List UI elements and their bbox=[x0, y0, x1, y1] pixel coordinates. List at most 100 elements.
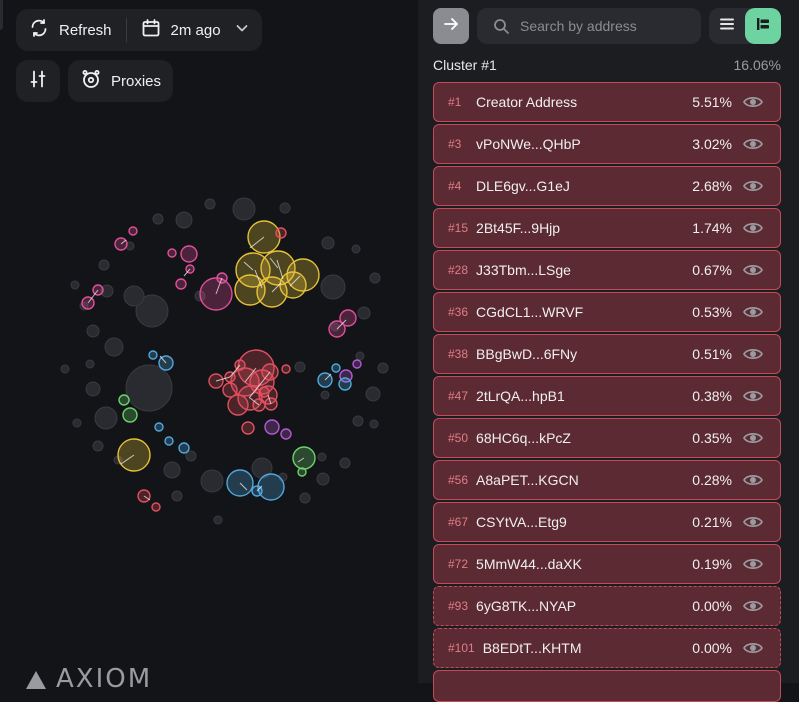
eye-icon[interactable] bbox=[742, 343, 764, 365]
cluster-bubble[interactable] bbox=[167, 248, 177, 258]
cluster-bubble[interactable] bbox=[164, 436, 174, 446]
holder-bubble[interactable] bbox=[369, 272, 381, 284]
refresh-button[interactable]: Refresh bbox=[16, 9, 126, 51]
holder-bubble[interactable] bbox=[185, 450, 197, 462]
holder-bubble[interactable] bbox=[92, 440, 104, 452]
cluster-bubble[interactable] bbox=[297, 467, 307, 477]
holder-bubble[interactable] bbox=[204, 198, 216, 210]
cluster-bubble[interactable] bbox=[151, 502, 161, 512]
holder-row[interactable]: #56 A8aPET...KGCN 0.28% bbox=[433, 460, 781, 500]
holder-bubble[interactable] bbox=[352, 415, 364, 427]
proxies-button[interactable]: Proxies bbox=[68, 60, 173, 102]
list-view-button[interactable] bbox=[709, 8, 745, 44]
holder-row[interactable]: #72 5MmW44...daXK 0.19% bbox=[433, 544, 781, 584]
holder-bubble[interactable] bbox=[200, 469, 224, 493]
eye-icon[interactable] bbox=[742, 217, 764, 239]
holder-bubble[interactable] bbox=[213, 515, 223, 525]
eye-icon[interactable] bbox=[742, 553, 764, 575]
cluster-bubble[interactable] bbox=[352, 359, 362, 369]
holder-bubble[interactable] bbox=[70, 280, 80, 290]
eye-icon[interactable] bbox=[742, 133, 764, 155]
eye-icon[interactable] bbox=[742, 301, 764, 323]
holder-row[interactable]: #28 J33Tbm...LSge 0.67% bbox=[433, 250, 781, 290]
cluster-bubble[interactable] bbox=[118, 394, 130, 406]
holder-bubble[interactable] bbox=[317, 452, 327, 462]
holder-bubble[interactable] bbox=[299, 492, 311, 504]
eye-icon[interactable] bbox=[742, 427, 764, 449]
cluster-bubble[interactable] bbox=[264, 419, 280, 435]
eye-icon[interactable] bbox=[742, 637, 764, 659]
cluster-bubble[interactable] bbox=[154, 422, 164, 432]
holder-bubble[interactable] bbox=[355, 351, 365, 361]
search-input[interactable] bbox=[518, 17, 692, 35]
eye-icon[interactable] bbox=[742, 511, 764, 533]
holder-bubble[interactable] bbox=[125, 364, 173, 412]
cluster-bubble[interactable] bbox=[122, 407, 138, 423]
holder-row-partial[interactable] bbox=[433, 670, 781, 702]
eye-icon[interactable] bbox=[742, 175, 764, 197]
holder-bubble[interactable] bbox=[357, 306, 371, 320]
cluster-bubble[interactable] bbox=[280, 428, 292, 440]
eye-icon[interactable] bbox=[742, 259, 764, 281]
holder-row[interactable]: #36 CGdCL1...WRVF 0.53% bbox=[433, 292, 781, 332]
holder-bubble[interactable] bbox=[351, 244, 361, 254]
holder-bubble[interactable] bbox=[60, 364, 70, 374]
cluster-bubble[interactable] bbox=[258, 386, 270, 398]
holder-bubble[interactable] bbox=[94, 406, 118, 430]
cluster-bubble[interactable] bbox=[175, 278, 187, 290]
eye-icon[interactable] bbox=[742, 469, 764, 491]
cluster-bubble[interactable] bbox=[180, 245, 198, 263]
holder-bubble[interactable] bbox=[86, 324, 100, 338]
holder-bubble[interactable] bbox=[104, 337, 124, 357]
holder-row[interactable]: #4 DLE6gv...G1eJ 2.68% bbox=[433, 166, 781, 206]
holder-bubble[interactable] bbox=[175, 211, 193, 229]
cluster-bubble[interactable] bbox=[178, 442, 190, 454]
holder-row[interactable]: #15 2Bt45F...9Hjp 1.74% bbox=[433, 208, 781, 248]
holder-bubble[interactable] bbox=[100, 284, 114, 298]
holder-bubble[interactable] bbox=[369, 419, 379, 429]
holder-bubble[interactable] bbox=[123, 285, 145, 307]
holder-row[interactable]: #50 68HC6q...kPcZ 0.35% bbox=[433, 418, 781, 458]
eye-icon[interactable] bbox=[742, 385, 764, 407]
holder-bubble[interactable] bbox=[72, 418, 82, 428]
time-range-dropdown[interactable]: 2m ago bbox=[127, 9, 249, 51]
cluster-bubble[interactable] bbox=[338, 377, 352, 391]
cluster-bubble[interactable] bbox=[286, 258, 320, 292]
holder-bubble[interactable] bbox=[294, 361, 306, 373]
holder-bubble[interactable] bbox=[135, 294, 169, 328]
eye-icon[interactable] bbox=[742, 91, 764, 113]
holder-bubble[interactable] bbox=[339, 457, 351, 469]
filter-settings-button[interactable] bbox=[16, 60, 60, 102]
holder-row[interactable]: #67 CSYtVA...Etg9 0.21% bbox=[433, 502, 781, 542]
holder-bubble[interactable] bbox=[316, 472, 330, 486]
cluster-bubble[interactable] bbox=[275, 227, 287, 239]
holder-bubble[interactable] bbox=[152, 213, 164, 225]
holder-bubble[interactable] bbox=[279, 202, 291, 214]
holder-bubble[interactable] bbox=[171, 490, 183, 502]
holder-bubble[interactable] bbox=[98, 259, 110, 271]
cluster-bubble[interactable] bbox=[279, 271, 307, 299]
holder-row[interactable]: #38 BBgBwD...6FNy 0.51% bbox=[433, 334, 781, 374]
holder-bubble[interactable] bbox=[232, 197, 256, 221]
go-button[interactable] bbox=[433, 8, 469, 44]
holder-row[interactable]: #47 2tLrQA...hpB1 0.38% bbox=[433, 376, 781, 416]
holder-bubble[interactable] bbox=[377, 362, 389, 374]
cluster-bubble[interactable] bbox=[148, 350, 158, 360]
bubble-map[interactable] bbox=[0, 110, 418, 610]
holder-bubble[interactable] bbox=[85, 359, 95, 369]
cluster-bubble[interactable] bbox=[257, 473, 285, 501]
cluster-bubble[interactable] bbox=[222, 382, 238, 398]
cluster-bubble[interactable] bbox=[281, 364, 291, 374]
cluster-bubble[interactable] bbox=[128, 226, 138, 236]
holder-row[interactable]: #93 6yG8TK...NYAP 0.00% bbox=[433, 586, 781, 626]
eye-icon[interactable] bbox=[742, 595, 764, 617]
grouped-view-button[interactable] bbox=[745, 8, 781, 44]
search-box[interactable] bbox=[477, 8, 701, 44]
holder-row[interactable]: #101 B8EDtT...KHTM 0.00% bbox=[433, 628, 781, 668]
cluster-bubble[interactable] bbox=[331, 363, 341, 373]
holder-bubble[interactable] bbox=[163, 461, 181, 479]
holder-bubble[interactable] bbox=[85, 381, 101, 397]
holder-bubble[interactable] bbox=[320, 274, 346, 300]
holder-bubble[interactable] bbox=[320, 390, 330, 400]
holder-bubble[interactable] bbox=[365, 386, 381, 402]
